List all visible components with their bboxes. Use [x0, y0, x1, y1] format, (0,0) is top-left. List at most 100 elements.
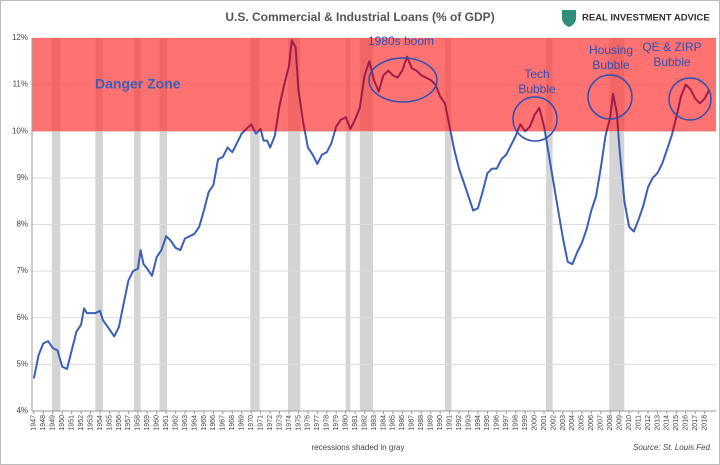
y-tick-label: 5% — [16, 359, 28, 368]
annotation-text: Tech — [524, 67, 549, 81]
chart-title: U.S. Commercial & Industrial Loans (% of… — [225, 10, 494, 24]
x-tick-label: 2012 — [645, 415, 652, 431]
x-tick-label: 1973 — [276, 415, 283, 431]
annotation-circle — [587, 74, 633, 120]
annotation-text: QE & ZIRP — [642, 40, 701, 54]
x-tick-label: 1960 — [154, 415, 161, 431]
x-tick-label: 1986 — [399, 415, 406, 431]
x-tick-label: 2017 — [692, 415, 699, 431]
x-tick-label: 1956 — [116, 415, 123, 431]
x-tick-label: 1965 — [201, 415, 208, 431]
annotation-text: 1980s boom — [368, 34, 434, 48]
footnote: recessions shaded in gray — [312, 443, 405, 452]
x-tick-label: 1983 — [371, 415, 378, 431]
x-tick-label: 1995 — [484, 415, 491, 431]
danger-zone-label: Danger Zone — [95, 76, 181, 92]
logo-text: REAL INVESTMENT ADVICE — [582, 13, 710, 24]
x-tick-label: 2013 — [654, 415, 661, 431]
source: Source: St. Louis Fed — [633, 443, 710, 452]
x-tick-label: 1981 — [352, 415, 359, 431]
annotation-text: Bubble — [653, 55, 691, 69]
x-tick-label: 1999 — [522, 415, 529, 431]
logo: REAL INVESTMENT ADVICE — [562, 10, 710, 27]
danger-zone — [32, 38, 716, 132]
x-tick-label: 1967 — [220, 415, 227, 431]
x-tick-label: 1976 — [305, 415, 312, 431]
x-tick-label: 2016 — [683, 415, 690, 431]
x-tick-label: 1963 — [182, 415, 189, 431]
x-tick-label: 1962 — [172, 415, 179, 431]
x-tick-label: 1971 — [257, 415, 264, 431]
x-tick-label: 1964 — [191, 415, 198, 431]
x-tick-label: 2007 — [598, 415, 605, 431]
x-tick-label: 1996 — [494, 415, 501, 431]
annotation-circle — [512, 96, 558, 142]
x-tick-label: 2010 — [626, 415, 633, 431]
annotation-text: Bubble — [592, 58, 630, 72]
x-tick-label: 1982 — [361, 415, 368, 431]
x-tick-label: 1989 — [428, 415, 435, 431]
x-tick-label: 1970 — [248, 415, 255, 431]
x-tick-label: 1998 — [513, 415, 520, 431]
annotation-text: Bubble — [518, 82, 556, 96]
x-tick-label: 1957 — [125, 415, 132, 431]
x-tick-label: 1952 — [78, 415, 85, 431]
x-tick-label: 1978 — [324, 415, 331, 431]
x-tick-label: 1972 — [267, 415, 274, 431]
x-tick-label: 1951 — [69, 415, 76, 431]
x-tick-label: 1997 — [503, 415, 510, 431]
x-tick-label: 1953 — [87, 415, 94, 431]
x-tick-label: 1949 — [50, 415, 57, 431]
x-tick-label: 2009 — [616, 415, 623, 431]
x-tick-label: 1958 — [135, 415, 142, 431]
x-tick-label: 1969 — [239, 415, 246, 431]
y-tick-label: 9% — [16, 173, 28, 182]
x-tick-label: 2004 — [569, 415, 576, 431]
y-tick-label: 7% — [16, 266, 28, 275]
x-tick-label: 1955 — [106, 415, 113, 431]
x-tick-label: 1987 — [409, 415, 416, 431]
x-tick-label: 1974 — [286, 415, 293, 431]
x-tick-label: 2001 — [541, 415, 548, 431]
x-tick-label: 1975 — [295, 415, 302, 431]
x-tick-label: 2011 — [635, 415, 642, 430]
x-tick-label: 1992 — [456, 415, 463, 431]
y-tick-label: 8% — [16, 220, 28, 229]
x-tick-label: 1948 — [40, 415, 47, 431]
logo-icon — [562, 10, 576, 27]
x-tick-label: 1985 — [390, 415, 397, 431]
x-tick-label: 2006 — [588, 415, 595, 431]
x-tick-label: 1968 — [229, 415, 236, 431]
x-tick-label: 1979 — [333, 415, 340, 431]
x-tick-label: 2014 — [664, 415, 671, 431]
x-tick-label: 1990 — [437, 415, 444, 431]
x-tick-label: 2018 — [702, 415, 709, 431]
x-tick-label: 1980 — [343, 415, 350, 431]
data-line — [32, 39, 711, 379]
x-tick-label: 2005 — [579, 415, 586, 431]
annotation-text: Housing — [589, 43, 633, 57]
y-tick-label: 4% — [16, 406, 28, 415]
x-tick-label: 1947 — [31, 415, 38, 431]
x-tick-label: 1950 — [59, 415, 66, 431]
annotation-circle — [368, 57, 438, 103]
x-tick-label: 1954 — [97, 415, 104, 431]
x-tick-label: 2015 — [673, 415, 680, 431]
y-tick-label: 10% — [12, 126, 28, 135]
x-tick-label: 1991 — [446, 415, 453, 431]
annotation-circle — [668, 77, 712, 121]
x-tick-label: 1977 — [314, 415, 321, 431]
x-tick-label: 1994 — [475, 415, 482, 431]
x-tick-label: 1988 — [418, 415, 425, 431]
x-tick-label: 2008 — [607, 415, 614, 431]
x-tick-label: 1959 — [144, 415, 151, 431]
y-tick-label: 11% — [13, 80, 28, 89]
x-tick-label: 2003 — [560, 415, 567, 431]
x-tick-label: 2002 — [550, 415, 557, 431]
x-tick-label: 1961 — [163, 415, 170, 431]
y-tick-label: 12% — [12, 33, 28, 42]
x-tick-label: 1993 — [465, 415, 472, 431]
x-tick-label: 1966 — [210, 415, 217, 431]
y-tick-label: 6% — [16, 313, 28, 322]
